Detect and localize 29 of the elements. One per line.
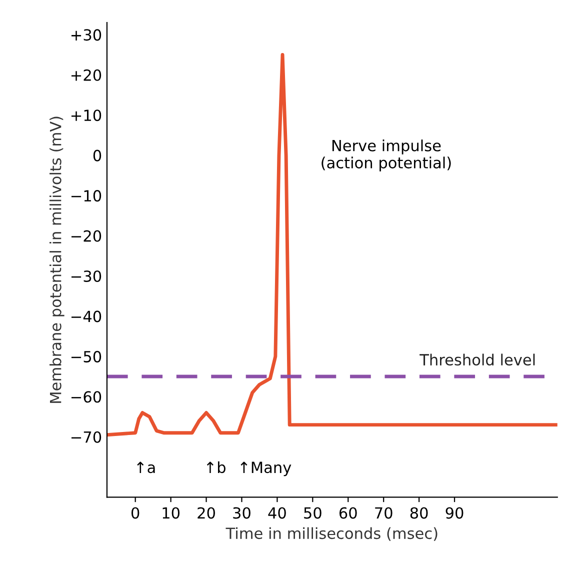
x-tick-label: 50 bbox=[304, 507, 322, 519]
y-tick-label: 0 bbox=[93, 150, 102, 162]
x-tick-label: 80 bbox=[410, 507, 428, 519]
x-tick-label: 30 bbox=[233, 507, 250, 519]
y-tick-label: −30 bbox=[71, 270, 102, 282]
y-tick-label: +30 bbox=[71, 29, 102, 41]
y-tick-label: −10 bbox=[71, 190, 102, 202]
y-tick-label: −20 bbox=[71, 230, 102, 242]
line-series bbox=[106, 53, 558, 437]
ref-line-label: Threshold level bbox=[420, 354, 535, 366]
x-axis-title: Time in milliseconds (msec) bbox=[226, 527, 438, 541]
y-tick-label: +10 bbox=[71, 110, 102, 122]
annotation: ↑a bbox=[137, 462, 155, 474]
x-tick-label: 40 bbox=[268, 507, 286, 519]
x-tick-label: 20 bbox=[198, 507, 215, 519]
y-tick-label: −50 bbox=[71, 350, 102, 362]
y-tick-label: +20 bbox=[71, 69, 102, 81]
x-tick-label: 70 bbox=[375, 507, 392, 519]
y-axis-title: Membrane potential in millivolts (mV) bbox=[50, 116, 64, 403]
y-tick-label: −60 bbox=[71, 391, 102, 403]
x-tick-label: 60 bbox=[339, 507, 357, 519]
y-tick-label: −70 bbox=[71, 431, 102, 443]
annotation: ↑b bbox=[206, 461, 226, 474]
x-tick-label: 0 bbox=[131, 507, 140, 519]
annotation: ↑Many bbox=[240, 462, 292, 476]
x-tick-label: 10 bbox=[162, 507, 180, 519]
y-tick-label: −40 bbox=[71, 310, 102, 322]
x-tick-label: 90 bbox=[446, 507, 464, 519]
annotation: Nerve impulse (action potential) bbox=[322, 140, 451, 172]
